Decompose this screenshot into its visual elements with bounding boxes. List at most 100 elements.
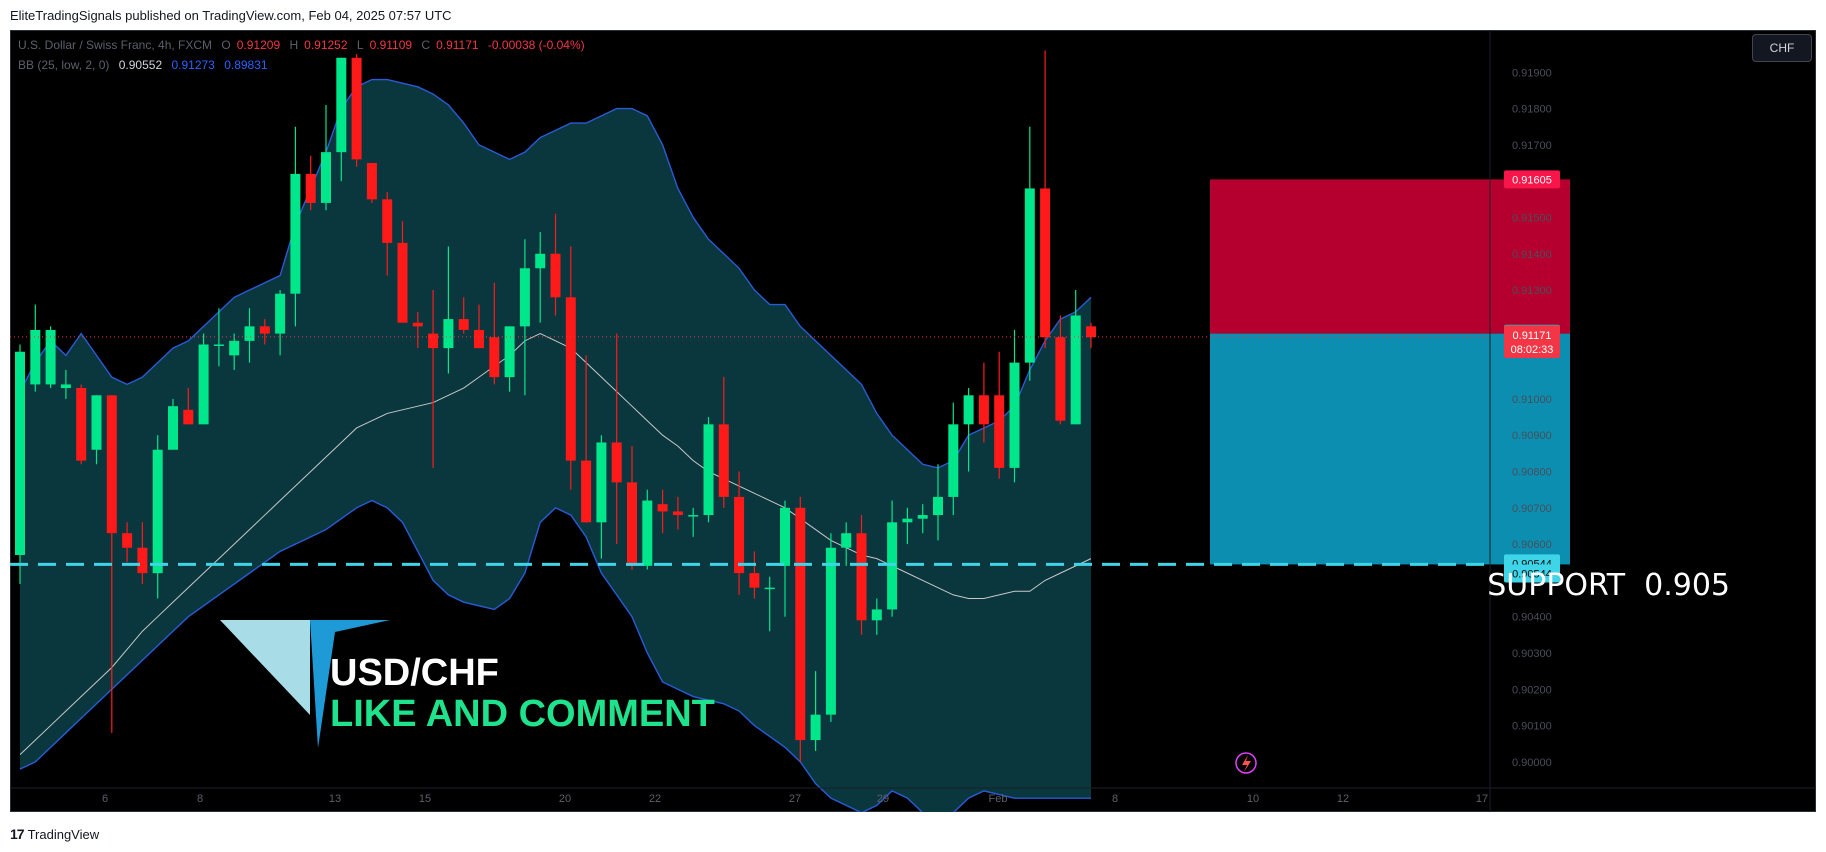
candle-body <box>917 515 928 519</box>
candle <box>1086 322 1096 349</box>
candle-body <box>305 173 316 203</box>
logo-dark-shape <box>310 620 390 748</box>
bb-label: BB (25, low, 2, 0) <box>18 58 110 72</box>
candle <box>443 246 454 374</box>
branding-overlay: USD/CHF LIKE AND COMMENT SUPPORT 0.905 <box>220 568 1730 774</box>
tv-mark-icon: 17 <box>10 826 25 842</box>
candle-body <box>106 395 117 534</box>
candle-body <box>168 406 178 450</box>
bb-lower-line <box>19 499 1091 812</box>
time-axis[interactable]: 6 8 13 15 20 22 27 29 Feb 8 10 12 17 <box>10 787 1816 805</box>
price-axis[interactable]: 0.91900 0.91800 0.91700 0.91500 0.91400 0.913… <box>1489 30 1560 812</box>
candle-body <box>948 424 959 497</box>
candle <box>91 395 102 465</box>
candle-body <box>933 496 943 516</box>
time-tick-label: 10 <box>1247 793 1259 805</box>
candle-body <box>780 507 790 566</box>
candle-body <box>902 518 913 523</box>
stop-loss-zone <box>1210 179 1570 334</box>
candle <box>1070 290 1081 425</box>
candle <box>45 326 56 389</box>
current-price-tag-box <box>1504 326 1560 359</box>
price-tick-label: 0.90400 <box>1512 612 1552 624</box>
candle-body <box>30 329 41 385</box>
symbol-legend[interactable]: U.S. Dollar / Swiss Franc, 4h, FXCM O 0.9… <box>18 38 585 52</box>
candle <box>688 507 699 537</box>
candle-body <box>565 297 576 461</box>
candle-body <box>290 173 301 294</box>
stop-price-tag-box <box>1504 170 1560 189</box>
candle-body <box>1024 188 1035 363</box>
candle <box>994 351 1005 479</box>
candle <box>351 54 362 167</box>
candle <box>948 402 959 516</box>
time-tick-label: 29 <box>877 793 889 805</box>
candle <box>382 192 393 276</box>
candle <box>978 362 989 443</box>
bb-lower-value: 0.89831 <box>224 58 268 72</box>
currency-button[interactable]: CHF <box>1752 34 1812 62</box>
candle-body <box>672 511 683 516</box>
tv-brand: TradingView <box>27 826 100 842</box>
candle <box>825 533 836 722</box>
candle-body <box>458 319 469 330</box>
candle-body <box>871 609 882 621</box>
candle-body <box>994 395 1005 468</box>
candle-body <box>795 507 806 741</box>
candle-body <box>397 242 408 323</box>
candle-body <box>213 344 224 346</box>
price-tick-label: 0.91900 <box>1512 67 1552 79</box>
candle-body <box>535 253 546 269</box>
candle-body <box>428 333 439 349</box>
candle-body <box>734 496 745 574</box>
lightning-icon[interactable] <box>1235 752 1257 774</box>
support-label: SUPPORT 0.905 <box>1487 568 1730 603</box>
candle-body <box>1086 326 1096 338</box>
candle-body <box>183 409 194 425</box>
price-lines <box>10 336 1490 566</box>
candle <box>535 231 546 323</box>
candle-body <box>688 515 699 517</box>
stop-price-tag: 0.91605 <box>1504 170 1560 189</box>
candle <box>749 551 760 599</box>
candle-body <box>60 384 71 389</box>
candle <box>198 333 209 425</box>
candle <box>428 290 439 468</box>
candle <box>275 290 286 356</box>
candle <box>902 507 913 545</box>
candle <box>550 213 561 316</box>
candle <box>183 388 194 425</box>
price-tick-label: 0.90800 <box>1512 467 1552 479</box>
price-tick-label: 0.90700 <box>1512 503 1552 515</box>
candle <box>244 308 255 363</box>
candle <box>366 163 377 203</box>
time-tick-label: 22 <box>649 793 661 805</box>
low-value: 0.91109 <box>369 38 413 52</box>
price-tick-label: 0.91800 <box>1512 104 1552 116</box>
candle <box>963 388 974 472</box>
candle <box>489 282 500 385</box>
candle-body <box>1040 188 1051 338</box>
candle-body <box>963 395 974 425</box>
tradingview-logo[interactable]: 17 TradingView <box>10 826 99 842</box>
candle-body <box>657 504 668 512</box>
bb-legend[interactable]: BB (25, low, 2, 0) 0.90552 0.91273 0.898… <box>18 58 274 72</box>
candle-body <box>229 340 240 356</box>
price-tick-label: 0.91700 <box>1512 140 1552 152</box>
candle-body <box>1070 315 1081 425</box>
candle-body <box>336 57 347 153</box>
time-tick-label: 8 <box>197 793 203 805</box>
candle-body <box>749 573 760 588</box>
candle <box>703 417 714 523</box>
candle <box>15 344 25 585</box>
price-chart[interactable]: 0.91900 0.91800 0.91700 0.91500 0.91400 0.913… <box>10 30 1816 812</box>
candle-body <box>550 253 561 298</box>
candle <box>336 57 347 182</box>
candle-body <box>76 388 87 461</box>
close-value: 0.91171 <box>436 38 479 52</box>
bb-fill <box>20 79 1091 812</box>
symbol-name: U.S. Dollar / Swiss Franc, 4h, FXCM <box>18 38 213 52</box>
candle-body <box>978 395 989 425</box>
candle-body <box>810 714 821 741</box>
candle-body <box>1009 362 1020 468</box>
